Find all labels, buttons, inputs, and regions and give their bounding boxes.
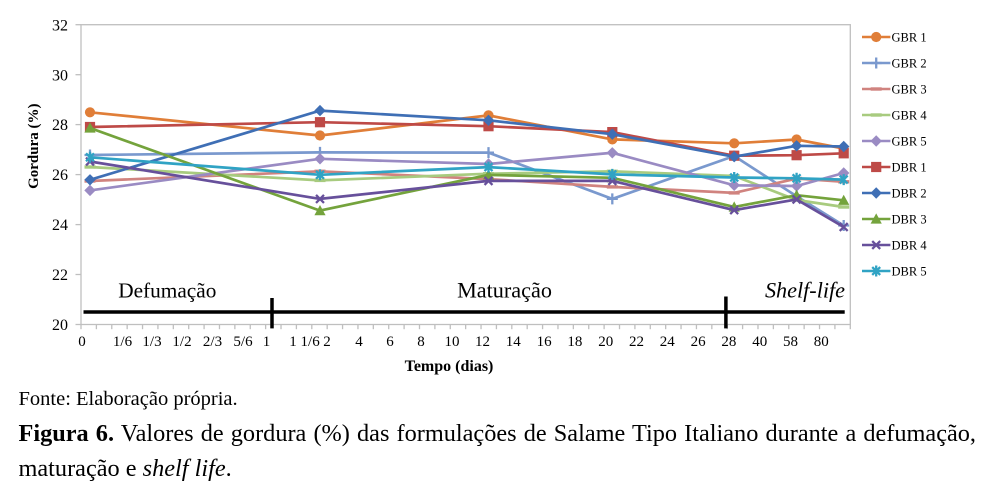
svg-text:DBR 3: DBR 3: [892, 212, 927, 226]
svg-text:26: 26: [691, 334, 707, 350]
svg-text:80: 80: [814, 334, 829, 350]
svg-text:Gordura (%): Gordura (%): [26, 103, 42, 188]
svg-text:24: 24: [660, 334, 676, 350]
svg-text:Tempo (dias): Tempo (dias): [405, 358, 494, 375]
svg-text:10: 10: [445, 334, 460, 350]
svg-text:26: 26: [52, 167, 68, 184]
svg-text:GBR 3: GBR 3: [892, 82, 927, 96]
svg-text:24: 24: [52, 217, 68, 234]
svg-text:20: 20: [598, 334, 613, 350]
svg-text:GBR 1: GBR 1: [892, 30, 927, 44]
svg-text:2: 2: [323, 334, 331, 350]
svg-text:12: 12: [475, 334, 490, 350]
svg-text:40: 40: [752, 334, 767, 350]
svg-text:5/6: 5/6: [233, 334, 253, 350]
svg-text:14: 14: [506, 334, 522, 350]
svg-text:22: 22: [52, 267, 68, 284]
svg-text:1/2: 1/2: [172, 334, 191, 350]
svg-text:6: 6: [386, 334, 394, 350]
svg-text:1/6: 1/6: [113, 334, 133, 350]
svg-text:1 1/6: 1 1/6: [289, 334, 320, 350]
svg-text:1/3: 1/3: [142, 334, 161, 350]
svg-text:Defumação: Defumação: [118, 279, 216, 303]
svg-text:22: 22: [629, 334, 644, 350]
svg-text:0: 0: [78, 334, 86, 350]
svg-text:30: 30: [52, 67, 68, 84]
svg-text:GBR 4: GBR 4: [892, 108, 928, 122]
svg-text:58: 58: [783, 334, 798, 350]
svg-text:Maturação: Maturação: [457, 278, 552, 303]
svg-text:GBR 2: GBR 2: [892, 56, 927, 70]
svg-text:DBR 1: DBR 1: [892, 160, 927, 174]
svg-text:20: 20: [52, 317, 68, 334]
svg-text:Shelf-life: Shelf-life: [765, 278, 845, 303]
svg-text:28: 28: [52, 117, 68, 134]
svg-text:18: 18: [567, 334, 582, 350]
svg-text:4: 4: [355, 334, 363, 350]
svg-text:DBR 4: DBR 4: [892, 238, 928, 252]
svg-text:1: 1: [263, 334, 271, 350]
svg-text:2/3: 2/3: [203, 334, 222, 350]
svg-text:DBR 5: DBR 5: [892, 264, 927, 278]
svg-text:GBR 5: GBR 5: [892, 134, 927, 148]
svg-text:16: 16: [537, 334, 553, 350]
svg-text:DBR 2: DBR 2: [892, 186, 927, 200]
svg-text:32: 32: [52, 17, 68, 34]
svg-text:28: 28: [721, 334, 736, 350]
svg-text:8: 8: [417, 334, 425, 350]
